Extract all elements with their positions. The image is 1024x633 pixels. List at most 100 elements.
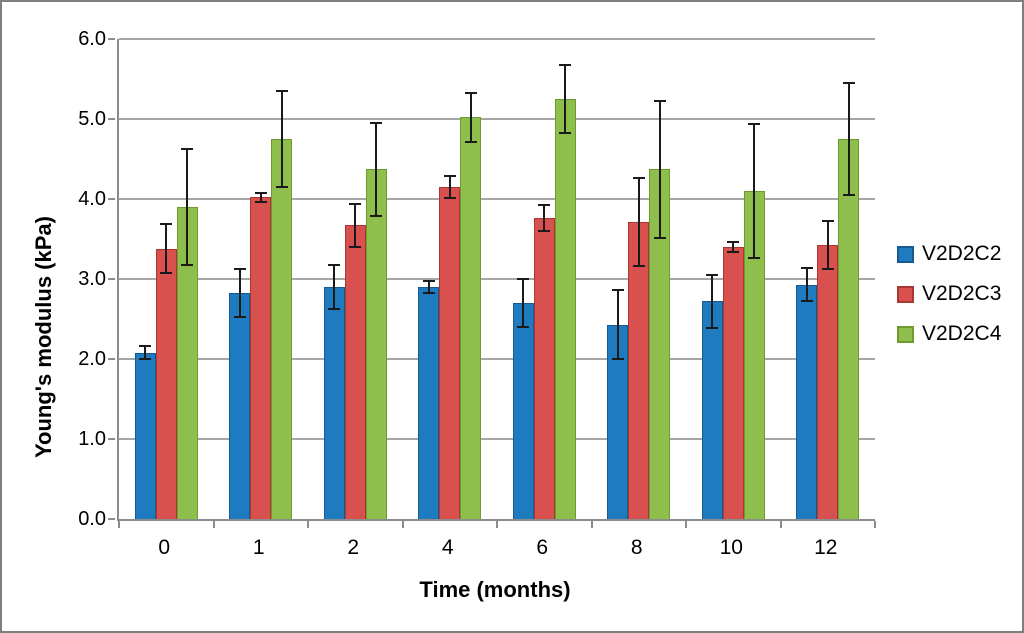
error-bar-cap-bottom — [370, 214, 383, 217]
y-tick-label: 0.0 — [78, 508, 106, 530]
error-bar — [616, 290, 619, 359]
y-axis-tick — [108, 278, 115, 280]
error-bar-cap-top — [349, 202, 362, 205]
y-axis-tick — [108, 518, 115, 520]
error-bar-cap-top — [800, 266, 813, 269]
gridline — [119, 358, 875, 360]
error-bar-cap-top — [517, 278, 530, 280]
error-bar-cap-bottom — [821, 268, 834, 271]
error-bar — [711, 275, 714, 328]
error-bar-cap-top — [181, 148, 194, 151]
error-bar-cap-top — [842, 82, 855, 84]
x-axis-tick — [118, 521, 120, 528]
bar-V2D2C2-month-0 — [134, 352, 156, 519]
error-bar — [753, 123, 756, 259]
error-bar — [259, 192, 262, 203]
y-tick-label: 2.0 — [78, 348, 106, 370]
error-bar — [165, 223, 168, 274]
error-bar — [564, 64, 567, 134]
error-bar-cap-bottom — [275, 186, 288, 188]
error-bar-cap-bottom — [611, 358, 624, 360]
x-axis-tick — [685, 521, 687, 528]
bar-V2D2C2-month-4 — [418, 287, 440, 519]
error-bar-cap-top — [275, 90, 288, 92]
y-axis-tick — [108, 438, 115, 440]
bar-V2D2C3-month-12 — [817, 245, 839, 519]
error-bar-cap-top — [422, 280, 435, 283]
error-bar-cap-bottom — [160, 272, 173, 275]
plot-area — [108, 38, 876, 528]
x-axis-tick — [874, 521, 876, 528]
error-bar — [186, 149, 189, 265]
legend-swatch-V2D2C3 — [897, 285, 914, 303]
bar-V2D2C4-month-6 — [554, 99, 576, 519]
legend-label: V2D2C3 — [922, 282, 1002, 305]
x-tick-label: 0 — [158, 536, 171, 559]
error-bar — [469, 92, 472, 143]
y-axis-tick — [108, 38, 115, 40]
legend-entry-V2D2C4: V2D2C4 — [897, 321, 1001, 347]
y-axis-tick — [108, 198, 115, 200]
legend: V2D2C2 V2D2C3 V2D2C4 — [897, 241, 1001, 361]
error-bar — [280, 91, 283, 187]
y-tick-label: 5.0 — [78, 108, 106, 130]
error-bar-cap-bottom — [632, 265, 645, 268]
bar-V2D2C3-month-1 — [250, 197, 272, 519]
gridline — [119, 438, 875, 440]
bar-V2D2C3-month-10 — [722, 247, 744, 519]
error-bar-cap-top — [160, 222, 173, 225]
error-bar-cap-top — [611, 289, 624, 292]
error-bar-cap-top — [538, 204, 551, 207]
bar-V2D2C3-month-2 — [344, 225, 366, 519]
error-bar-cap-bottom — [538, 230, 551, 232]
error-bar — [637, 178, 640, 267]
bar-V2D2C4-month-2 — [365, 169, 387, 519]
error-bar-cap-bottom — [842, 194, 855, 196]
gridline — [119, 278, 875, 280]
x-tick-label: 6 — [536, 536, 549, 559]
error-bar-cap-top — [653, 99, 666, 102]
error-bar-cap-bottom — [653, 237, 666, 240]
bar-V2D2C4-month-4 — [460, 117, 482, 519]
y-tick-label: 4.0 — [78, 188, 106, 210]
y-tick-label: 6.0 — [78, 28, 106, 50]
bar-V2D2C3-month-0 — [155, 248, 177, 519]
error-bar-cap-top — [139, 345, 152, 348]
error-bar-cap-bottom — [464, 141, 477, 144]
error-bar — [427, 281, 430, 293]
y-axis-tick — [108, 358, 115, 360]
error-bar-cap-top — [748, 122, 761, 125]
error-bar-cap-bottom — [349, 246, 362, 248]
legend-entry-V2D2C3: V2D2C3 — [897, 281, 1001, 307]
error-bar-cap-bottom — [181, 263, 194, 266]
legend-label: V2D2C4 — [922, 322, 1002, 345]
error-bar-cap-bottom — [254, 201, 267, 204]
error-bar — [144, 346, 147, 359]
y-axis-title: Young's modulus (kPa) — [31, 216, 56, 458]
error-bar-cap-top — [706, 274, 719, 276]
error-bar-cap-bottom — [706, 326, 719, 329]
error-bar — [826, 221, 829, 270]
error-bar — [522, 279, 525, 327]
x-axis-tick — [590, 521, 593, 528]
error-bar — [805, 267, 808, 302]
gridline — [119, 118, 875, 120]
x-tick-label: 4 — [441, 536, 454, 559]
error-bar — [354, 203, 357, 247]
x-tick-label: 12 — [814, 536, 838, 559]
error-bar-cap-bottom — [800, 300, 813, 303]
legend-swatch-V2D2C2 — [897, 245, 914, 263]
x-axis-tick — [496, 521, 498, 528]
bar-V2D2C2-month-10 — [701, 301, 723, 519]
x-tick-label: 1 — [252, 536, 265, 559]
bar-V2D2C3-month-6 — [533, 218, 555, 519]
error-bar — [543, 205, 546, 231]
error-bar — [333, 264, 336, 310]
error-bar-cap-top — [559, 63, 572, 66]
gridline — [119, 198, 875, 200]
error-bar-cap-bottom — [422, 291, 435, 294]
bar-V2D2C3-month-4 — [439, 187, 461, 519]
error-bar-cap-top — [254, 191, 267, 194]
error-bar — [448, 175, 451, 199]
